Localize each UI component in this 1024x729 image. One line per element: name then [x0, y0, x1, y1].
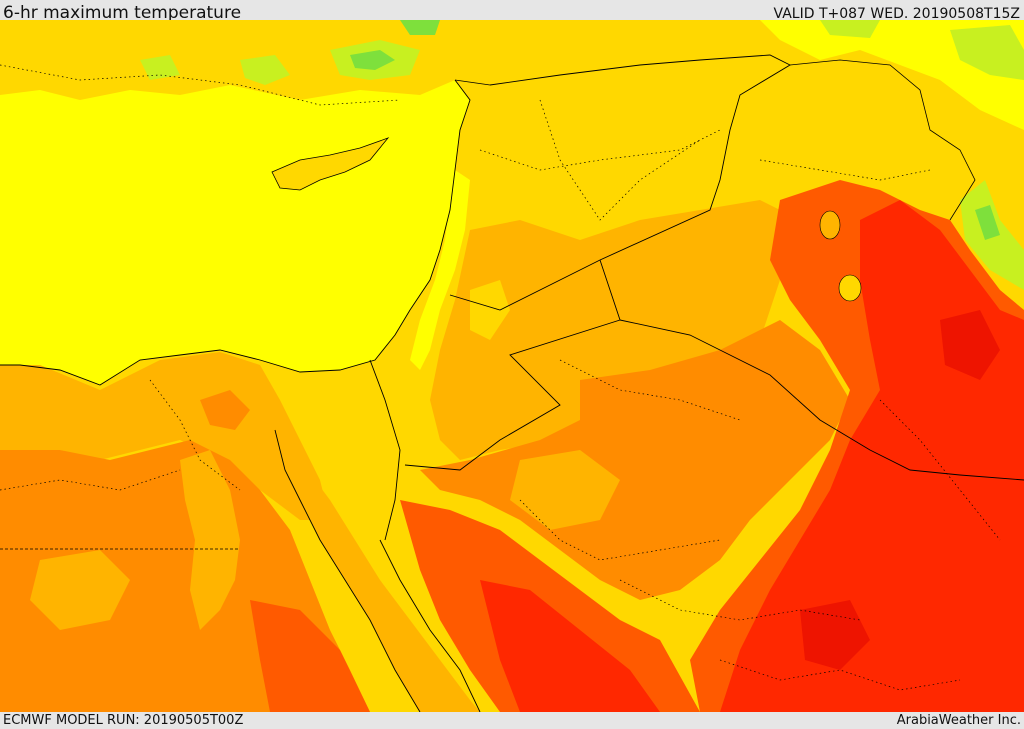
jordan-gold-pocket — [470, 280, 510, 340]
footer-bar: ECMWF MODEL RUN: 20190505T00Z ArabiaWeat… — [0, 712, 1024, 729]
coastline — [0, 79, 471, 386]
credit-label: ArabiaWeather Inc. — [896, 713, 1021, 728]
map-title: 6-hr maximum temperature — [3, 3, 242, 23]
green-patch-3 — [240, 55, 290, 85]
red-sea — [275, 430, 480, 712]
province-lines — [0, 64, 1001, 691]
model-run-label: ECMWF MODEL RUN: 20190505T00Z — [3, 713, 244, 728]
map-canvas — [0, 20, 1024, 712]
deep-red-spot-2 — [940, 310, 1000, 380]
red-core-south — [480, 580, 660, 712]
deep-red-spot-1 — [800, 600, 870, 670]
border-egypt-israel — [369, 359, 401, 541]
border-iraq-saudi — [619, 319, 1024, 481]
egypt-amber-pocket — [30, 550, 130, 630]
valid-time: VALID T+087 WED. 20190508T15Z — [773, 6, 1020, 22]
green-patch-9 — [975, 205, 1000, 240]
nile-amber-strip — [180, 450, 240, 630]
header-bar: 6-hr maximum temperature VALID T+087 WED… — [0, 0, 1024, 23]
cyprus-island — [271, 137, 390, 191]
green-patch-7 — [950, 25, 1024, 80]
north-gold-region — [430, 20, 960, 190]
green-patch-5 — [140, 55, 180, 80]
red-sea-coast-west — [274, 429, 421, 712]
green-patch-2 — [350, 50, 395, 70]
saudi-orange-region — [420, 320, 850, 600]
sinai-red-spot — [200, 390, 250, 430]
egypt-redorange-se — [250, 600, 370, 712]
green-patch-6 — [820, 20, 880, 38]
red-sea-coast-east — [379, 539, 481, 712]
border-iraq-iran — [789, 59, 976, 221]
green-patch-4 — [400, 20, 440, 35]
turkey-yellow-region — [0, 20, 1024, 130]
border-turkey-syria — [454, 79, 491, 86]
temperature-map[interactable] — [0, 20, 1024, 712]
lake-1 — [819, 210, 841, 240]
levant-yellow-strip — [410, 170, 470, 370]
lake-2 — [838, 274, 862, 302]
syria-amber-region — [430, 200, 800, 460]
saudi-amber-pocket — [510, 450, 620, 530]
